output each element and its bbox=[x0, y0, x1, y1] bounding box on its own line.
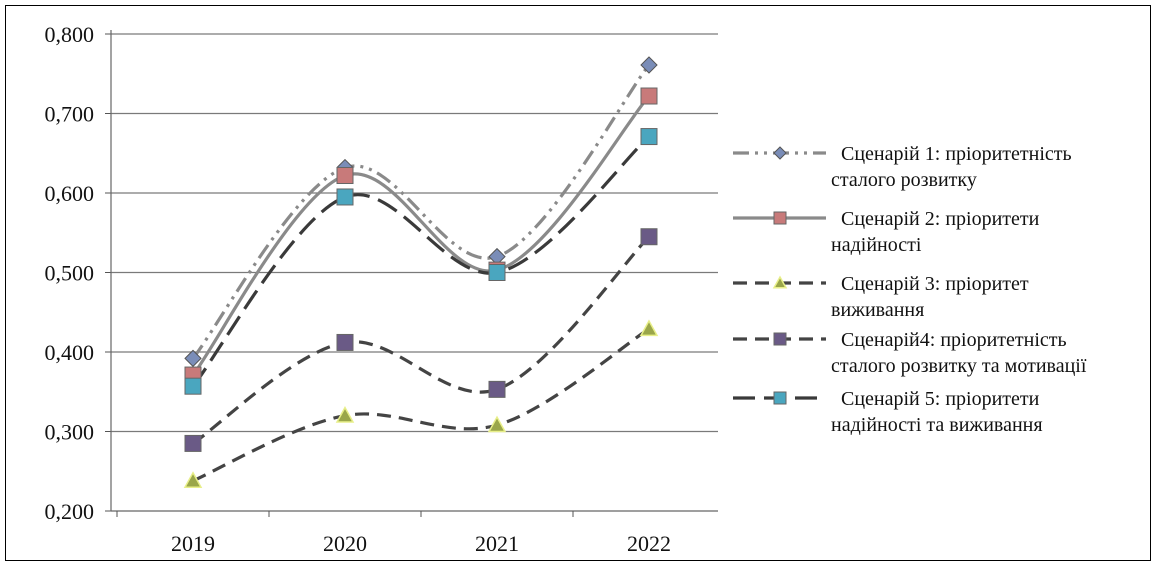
axis-layer: 0,200 0,300 0,400 0,500 0,600 0,700 0,800 2019 2… bbox=[45, 22, 718, 556]
legend-swatch-marker-4 bbox=[773, 332, 787, 346]
legend-label-2: Сценарій 2: пріоритети bbox=[841, 208, 1040, 230]
data-point-series-5 bbox=[640, 128, 658, 146]
series-line-5 bbox=[191, 135, 651, 388]
y-tick-label: 0,400 bbox=[45, 340, 95, 365]
x-tick-label: 2022 bbox=[627, 531, 671, 556]
y-tick-label: 0,600 bbox=[45, 181, 95, 206]
y-tick-label: 0,800 bbox=[45, 22, 95, 47]
legend-swatch-marker-2 bbox=[773, 211, 787, 225]
legend-label-5: Сценарій 5: пріоритети bbox=[841, 388, 1040, 410]
legend-label-1: Сценарій 1: пріоритетність bbox=[841, 143, 1072, 165]
data-point-series-3 bbox=[487, 415, 507, 433]
legend-label-5: надійності та виживання bbox=[831, 414, 1043, 436]
data-point-series-4 bbox=[184, 434, 202, 452]
x-tick-label: 2019 bbox=[171, 531, 215, 556]
legend-swatch-marker-1 bbox=[773, 146, 787, 160]
data-point-series-3 bbox=[183, 471, 203, 488]
x-tick-label: 2021 bbox=[475, 531, 519, 556]
series-line-2 bbox=[191, 94, 651, 377]
series-layer bbox=[183, 56, 659, 488]
legend-label-4: Сценарій4: пріоритетність bbox=[841, 329, 1067, 351]
y-tick-label: 0,700 bbox=[45, 102, 95, 127]
data-point-series-4 bbox=[488, 380, 506, 398]
data-point-series-5 bbox=[184, 377, 202, 395]
line-chart: 0,200 0,300 0,400 0,500 0,600 0,700 0,800 2019 2… bbox=[45, 22, 1087, 556]
legend: Сценарій 1: пріоритетність сталого розвит… bbox=[733, 143, 1087, 436]
legend-swatch-marker-3 bbox=[772, 275, 788, 289]
y-tick-label: 0,200 bbox=[45, 499, 95, 524]
legend-label-4: сталого розвитку та мотивації bbox=[831, 355, 1087, 377]
data-point-series-4 bbox=[336, 333, 354, 351]
data-point-series-3 bbox=[639, 319, 659, 337]
data-point-series-2 bbox=[640, 87, 658, 105]
data-point-series-5 bbox=[488, 264, 506, 281]
chart-frame: 0,200 0,300 0,400 0,500 0,600 0,700 0,800 2019 2… bbox=[5, 5, 1151, 561]
legend-label-3: виживання bbox=[831, 299, 924, 321]
data-point-series-5 bbox=[336, 188, 354, 206]
legend-label-1: сталого розвитку bbox=[831, 169, 977, 191]
y-tick-label: 0,300 bbox=[45, 420, 95, 445]
series-line-3 bbox=[192, 327, 650, 483]
series-line-1 bbox=[191, 64, 651, 360]
data-point-series-3 bbox=[335, 406, 355, 423]
legend-label-3: Сценарій 3: пріоритет bbox=[841, 273, 1029, 295]
x-tick-label: 2020 bbox=[323, 531, 367, 556]
legend-label-2: надійності bbox=[831, 234, 922, 256]
data-point-series-4 bbox=[640, 228, 658, 246]
legend-swatch-marker-5 bbox=[773, 391, 787, 405]
data-point-series-1 bbox=[640, 56, 658, 74]
grid-layer bbox=[111, 33, 718, 433]
series-line-4 bbox=[192, 235, 651, 445]
data-point-series-1 bbox=[184, 349, 202, 368]
y-tick-label: 0,500 bbox=[45, 261, 95, 286]
data-point-series-2 bbox=[336, 167, 354, 185]
